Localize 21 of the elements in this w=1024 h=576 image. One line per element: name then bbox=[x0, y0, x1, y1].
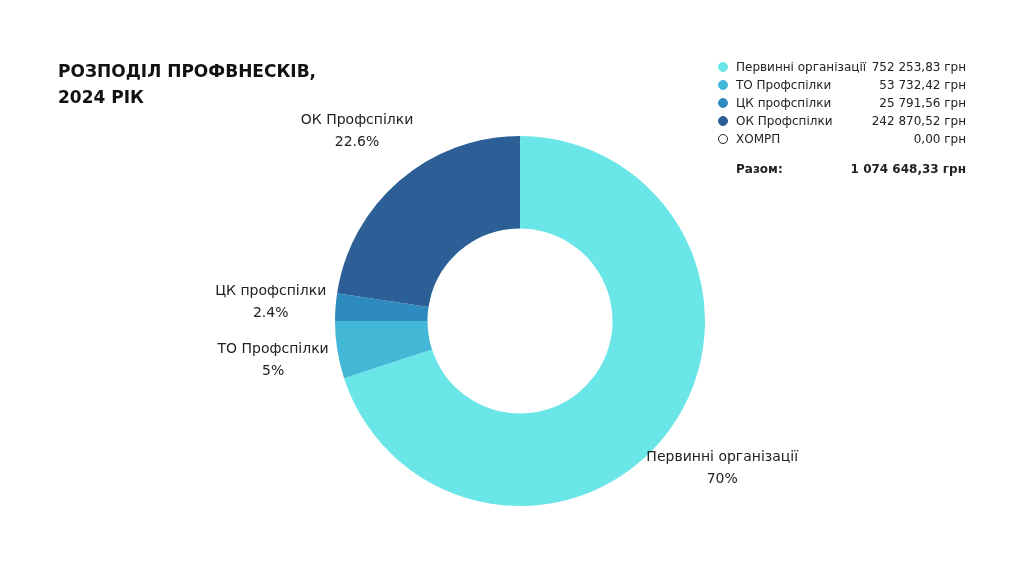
slice-label: Первинні організації bbox=[646, 447, 799, 464]
legend-label: ТО Профспілки bbox=[736, 78, 833, 92]
data-label: 2.4% bbox=[252, 303, 289, 320]
text: 242 870,52 грн bbox=[871, 114, 966, 128]
legend-label: ОК Профспілки bbox=[736, 114, 834, 128]
legend-label: Первинні організації bbox=[736, 60, 868, 74]
legend-label: ЦК профспілки bbox=[736, 96, 833, 110]
slice-label: ЦК профспілки bbox=[215, 281, 327, 298]
text: 53 732,42 грн bbox=[879, 78, 966, 92]
text: РОЗПОДІЛ ПРОФВНЕСКІВ, 2024 РІК bbox=[58, 60, 318, 109]
text: 752 253,83 грн bbox=[871, 60, 966, 74]
data-label: 22.6% bbox=[334, 133, 380, 150]
text: 1 074 648,33 грн bbox=[850, 162, 966, 176]
data-label: 70% bbox=[706, 469, 738, 486]
slice-label: ОК Профспілки bbox=[300, 111, 414, 128]
text: 0,00 грн bbox=[913, 132, 966, 146]
text: 25 791,56 грн bbox=[879, 96, 966, 110]
slice-label: ТО Профспілки bbox=[216, 339, 329, 356]
text: Разом: bbox=[736, 162, 784, 176]
legend-label: ХОМРП bbox=[736, 132, 782, 146]
data-label: 5% bbox=[261, 361, 285, 378]
